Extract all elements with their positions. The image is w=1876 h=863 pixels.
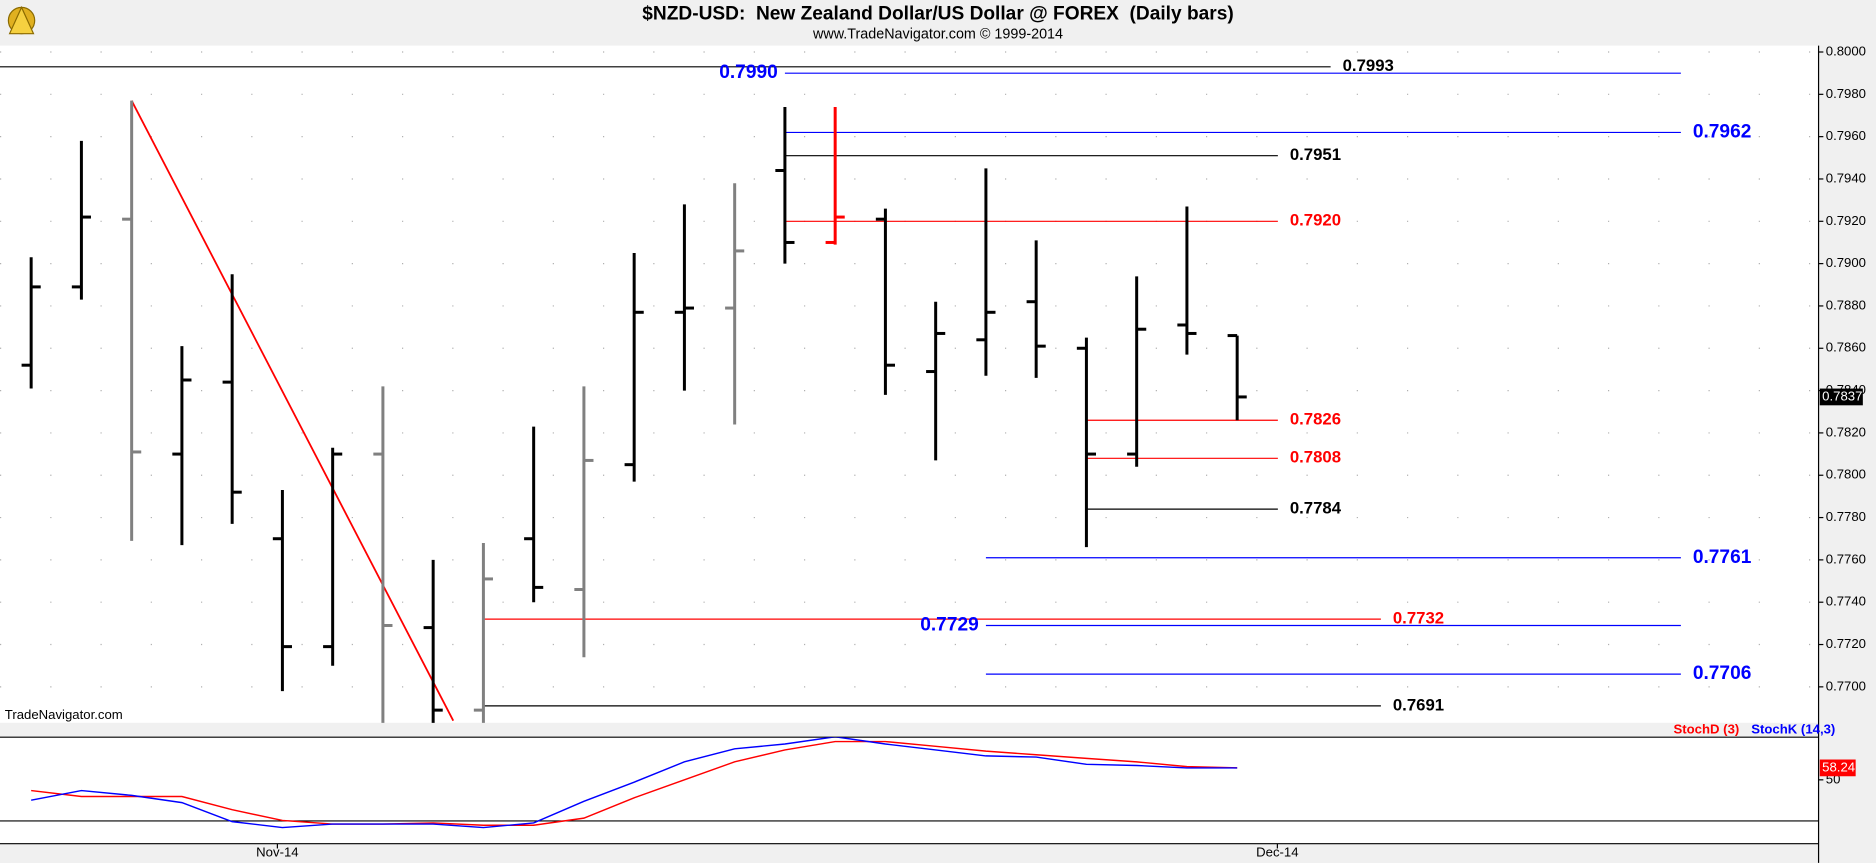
x-tick-label: Dec-14: [1256, 845, 1298, 860]
level-label: 0.7993: [1343, 56, 1394, 75]
level-label: 0.7761: [1693, 547, 1752, 568]
y-tick-label: 0.7720: [1826, 636, 1866, 651]
chart-subtitle: www.TradeNavigator.com © 1999-2014: [812, 27, 1063, 43]
y-tick-label: 0.7860: [1826, 340, 1866, 355]
level-label: 0.7729: [920, 615, 978, 636]
y-tick-label: 0.7940: [1826, 170, 1866, 185]
stoch-line: [31, 740, 1238, 826]
level-label: 0.7826: [1290, 410, 1341, 429]
y-tick-label: 0.7800: [1826, 467, 1866, 482]
y-tick-label: 0.7820: [1826, 424, 1866, 439]
legend-entry: StochD (3): [1673, 721, 1739, 736]
y-tick-label: 0.7900: [1826, 255, 1866, 270]
level-label: 0.7962: [1693, 121, 1752, 142]
stoch-value-label: 58.24: [1822, 759, 1855, 774]
trendline: [130, 100, 455, 722]
y-tick-label: 0.7920: [1826, 213, 1866, 228]
level-label: 0.7951: [1290, 145, 1341, 164]
y-tick-label: 0.7700: [1826, 678, 1866, 693]
stoch-value-box: [1819, 759, 1856, 777]
y-tick-label: 0.7780: [1826, 509, 1866, 524]
stoch-line: [31, 737, 1238, 829]
logo: [7, 5, 36, 35]
level-label: 0.7691: [1393, 695, 1444, 714]
stoch-pane: [0, 737, 1819, 844]
legend-entry: StochK (14,3): [1751, 721, 1835, 736]
level-label: 0.7732: [1393, 609, 1444, 628]
y-tick-label: 0.7740: [1826, 594, 1866, 609]
level-label: 0.7706: [1693, 663, 1752, 684]
level-label: 0.7990: [719, 62, 777, 83]
labels: 0.8000 0.7980 0.7960 0.7940 0.7920 0.7900 0.78…: [256, 43, 1866, 859]
y-tick-label: 0.7960: [1826, 128, 1866, 143]
level-label: 0.7808: [1290, 448, 1341, 467]
last-price-box: [1819, 388, 1863, 406]
y-tick-label: 0.7760: [1826, 551, 1866, 566]
chart-title: $NZD-USD: New Zealand Dollar/US Dollar @…: [642, 4, 1233, 25]
x-tick-label: Nov-14: [256, 845, 298, 860]
last-price-label: 0.7837: [1822, 388, 1862, 403]
y-tick-label: 0.8000: [1826, 43, 1866, 58]
price-plot: [0, 51, 1819, 723]
level-label: 0.7920: [1290, 211, 1341, 230]
watermark: TradeNavigator.com: [5, 707, 123, 722]
level-label: 0.7784: [1290, 499, 1342, 518]
y-tick-label: 0.7980: [1826, 86, 1866, 101]
y-tick-label: 0.7880: [1826, 297, 1866, 312]
stoch-plot: [31, 737, 1238, 829]
price-pane: [0, 45, 1819, 723]
